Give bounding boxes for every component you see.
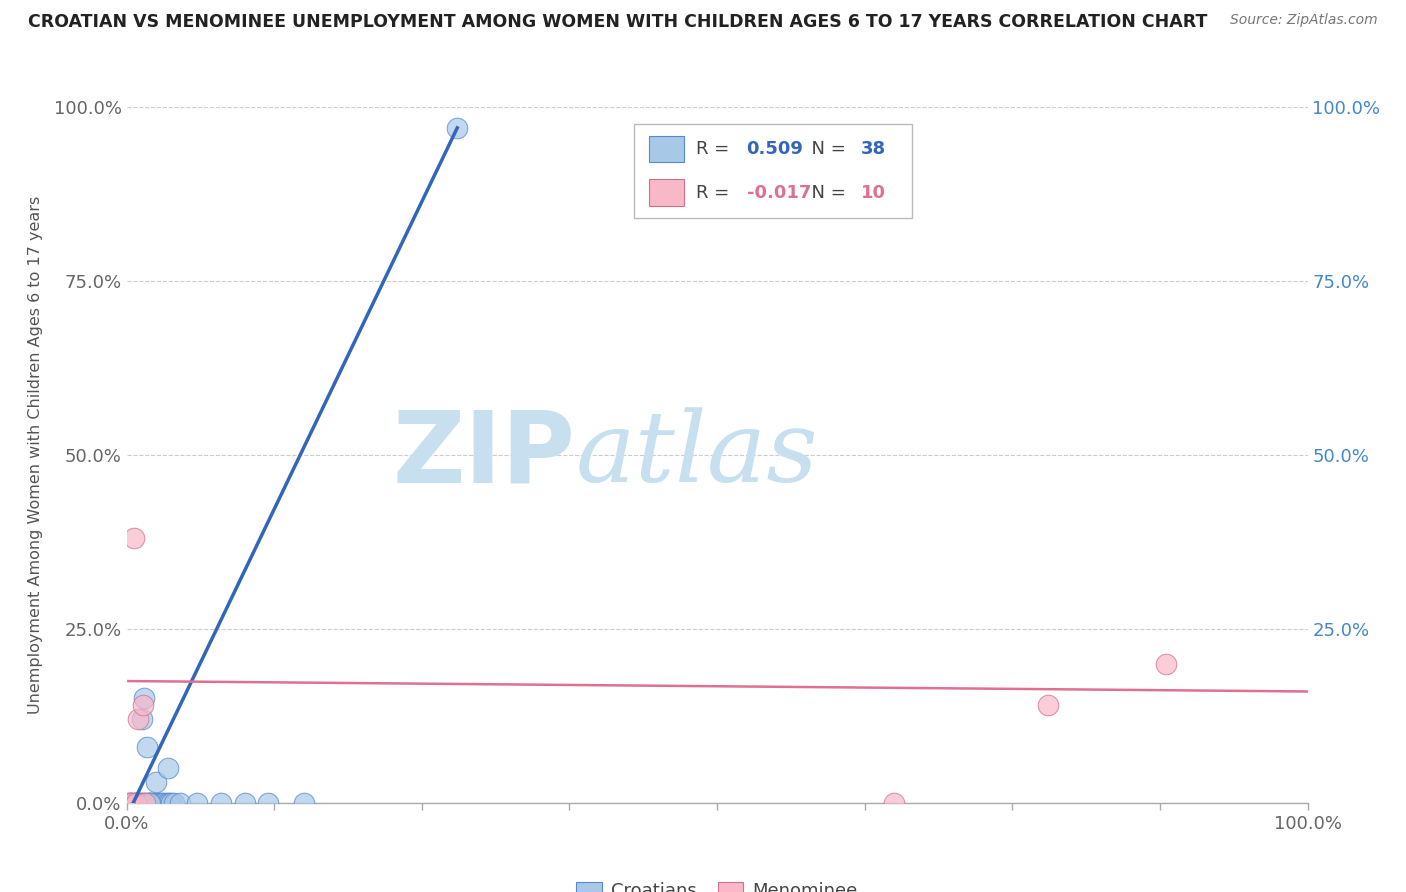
Point — [127, 796, 149, 810]
Point — [127, 796, 149, 810]
Point — [120, 796, 142, 810]
Legend: Croatians, Menominee: Croatians, Menominee — [569, 874, 865, 892]
Point — [125, 796, 148, 810]
Point — [134, 796, 156, 810]
Point — [233, 796, 256, 810]
Text: R =: R = — [696, 140, 735, 158]
Point — [156, 761, 179, 775]
Point — [160, 796, 183, 810]
Text: 38: 38 — [860, 140, 886, 158]
Point — [118, 796, 141, 810]
Point — [120, 796, 142, 810]
Text: N =: N = — [800, 140, 851, 158]
Bar — [648, 179, 683, 206]
Point — [156, 796, 179, 810]
Text: ZIP: ZIP — [392, 407, 575, 503]
Point — [129, 796, 152, 810]
Point — [132, 698, 155, 713]
Text: Source: ZipAtlas.com: Source: ZipAtlas.com — [1230, 13, 1378, 28]
Point — [149, 796, 172, 810]
FancyBboxPatch shape — [634, 124, 912, 219]
Point — [1154, 657, 1177, 671]
Point — [136, 796, 159, 810]
Point — [163, 796, 186, 810]
Point — [150, 796, 173, 810]
Point — [134, 691, 156, 706]
Point — [118, 796, 141, 810]
Bar — [648, 136, 683, 162]
Point — [139, 796, 162, 810]
Point — [446, 120, 468, 135]
Point — [135, 740, 157, 755]
Point — [186, 796, 208, 810]
Point — [1036, 698, 1059, 713]
Point — [257, 796, 280, 810]
Point — [141, 796, 163, 810]
Point — [120, 796, 142, 810]
Point — [131, 712, 153, 726]
Text: R =: R = — [696, 184, 735, 202]
Text: -0.017: -0.017 — [747, 184, 811, 202]
Text: 10: 10 — [860, 184, 886, 202]
Point — [883, 796, 905, 810]
Point — [169, 796, 191, 810]
Point — [122, 796, 145, 810]
Point — [125, 796, 148, 810]
Point — [157, 796, 180, 810]
Point — [138, 796, 160, 810]
Text: CROATIAN VS MENOMINEE UNEMPLOYMENT AMONG WOMEN WITH CHILDREN AGES 6 TO 17 YEARS : CROATIAN VS MENOMINEE UNEMPLOYMENT AMONG… — [28, 13, 1208, 31]
Point — [134, 796, 156, 810]
Point — [139, 796, 162, 810]
Y-axis label: Unemployment Among Women with Children Ages 6 to 17 years: Unemployment Among Women with Children A… — [28, 196, 42, 714]
Text: N =: N = — [800, 184, 851, 202]
Point — [146, 796, 169, 810]
Point — [124, 796, 146, 810]
Point — [122, 532, 145, 546]
Point — [143, 796, 166, 810]
Point — [209, 796, 232, 810]
Point — [145, 775, 167, 789]
Point — [153, 796, 176, 810]
Point — [292, 796, 315, 810]
Point — [128, 796, 150, 810]
Text: atlas: atlas — [575, 408, 818, 502]
Text: 0.509: 0.509 — [747, 140, 803, 158]
Point — [127, 712, 149, 726]
Point — [132, 796, 155, 810]
